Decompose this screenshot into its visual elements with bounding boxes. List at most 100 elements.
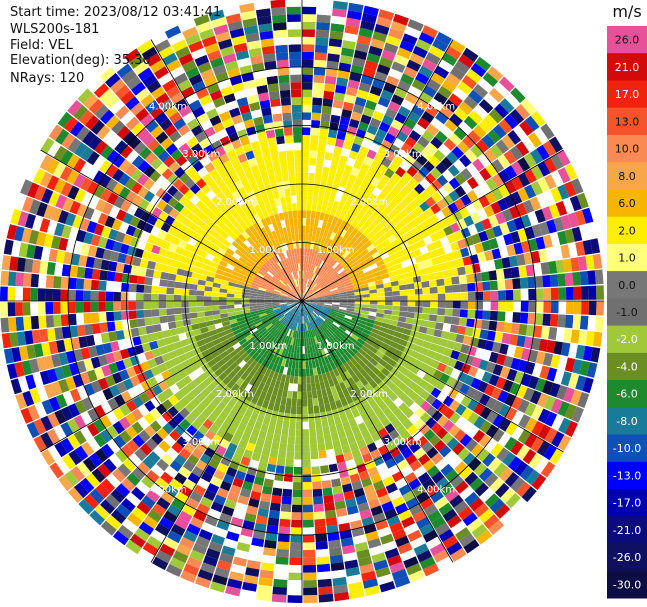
gate-cell [313,496,324,505]
gate-cell [198,372,209,382]
gate-cell [478,195,490,208]
gate-cell [264,368,272,377]
gate-cell [490,301,499,311]
gate-cell [347,295,355,299]
gate-cell [303,315,306,324]
gate-cell [205,341,215,349]
gate-cell [328,45,342,55]
gate-cell [362,452,373,463]
gate-cell [315,211,321,220]
gate-cell [196,441,208,453]
gate-cell [425,405,437,417]
gate-cell [391,215,402,225]
gate-cell [441,52,458,67]
gate-cell [335,84,347,94]
gate-cell [305,271,309,279]
gate-cell [166,280,176,288]
gate-cell [313,310,320,317]
gate-cell [226,304,235,309]
gate-cell [173,401,185,413]
gate-cell [331,291,339,295]
gate-cell [287,298,295,301]
gate-cell [443,225,454,236]
gate-cell [521,136,536,152]
gate-cell [46,261,56,275]
gate-cell [83,231,94,245]
gate-cell [337,338,345,346]
gate-cell [326,448,335,458]
gate-cell [105,72,121,88]
gate-cell [408,188,420,200]
gate-cell [460,301,469,309]
gate-cell [455,258,465,268]
gate-cell [376,180,386,191]
gate-cell [174,454,187,466]
gate-cell [93,83,110,99]
gate-cell [78,254,88,267]
gate-cell [131,507,147,521]
gate-cell [306,203,312,211]
gate-cell [383,42,399,54]
gate-cell [262,177,271,187]
gate-cell [161,180,173,192]
gate-cell [509,145,523,161]
gate-cell [371,366,381,376]
gate-cell [185,413,196,425]
gate-cell [334,500,346,510]
gate-cell [220,279,229,286]
gate-cell [327,456,337,465]
gate-cell [198,344,208,353]
gate-cell [140,113,154,128]
gate-cell [90,290,99,301]
gate-cell [413,123,426,136]
gate-cell [287,595,302,603]
gate-cell [309,322,313,330]
gate-cell [347,225,355,234]
gate-cell [334,446,343,456]
gate-cell [256,397,265,407]
gate-cell [535,351,546,365]
gate-cell [185,391,196,402]
gate-cell [238,338,247,346]
gate-cell [251,330,260,337]
gate-cell [308,421,316,430]
gate-cell [313,344,319,352]
gate-cell [305,225,310,234]
gate-cell [494,331,504,343]
gate-cell [290,256,294,265]
colorbar-swatch [607,380,647,408]
gate-cell [412,45,428,59]
gate-cell [269,248,276,257]
gate-cell [289,67,302,75]
gate-cell [460,395,472,408]
gate-cell [318,350,324,359]
gate-cell [110,341,120,352]
gate-cell [464,354,475,366]
gate-cell [389,253,399,261]
gate-cell [257,307,266,311]
gate-cell [302,497,313,505]
gate-cell [286,311,292,318]
gate-cell [219,170,230,181]
gate-cell [291,272,295,280]
gate-cell [296,202,302,211]
gate-cell [178,510,193,523]
gate-cell [385,75,400,87]
gate-cell [112,407,125,421]
gate-cell [81,192,93,206]
gate-cell [202,418,214,430]
gate-cell [502,451,516,467]
gate-cell [118,173,131,186]
gate-cell [356,438,367,449]
gate-cell [330,289,339,294]
gate-cell [371,267,380,274]
gate-cell [268,258,276,266]
gate-cell [302,74,313,83]
gate-cell [338,325,347,332]
gate-cell [112,530,129,546]
gate-cell [420,319,429,328]
gate-cell [275,286,283,291]
gate-cell [61,225,72,239]
gate-cell [386,265,396,273]
gate-cell [380,174,391,185]
